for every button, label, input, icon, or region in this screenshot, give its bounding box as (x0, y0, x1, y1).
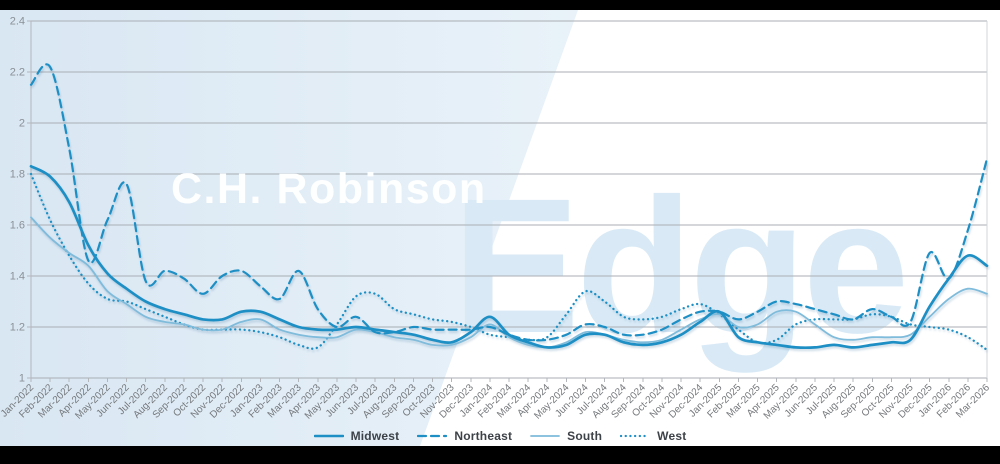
legend-item-south[interactable]: South (530, 429, 602, 443)
chart-legend: Midwest Northeast South West (0, 426, 1000, 446)
y-tick-label: 1 (19, 373, 25, 385)
legend-marker-solid (313, 434, 344, 438)
diagonal-background-shape (0, 10, 578, 446)
legend-label: South (567, 429, 603, 443)
y-tick-label: 1.6 (10, 220, 25, 232)
y-tick-label: 1.8 (10, 169, 25, 181)
legend-label: Midwest (350, 429, 400, 443)
series-line-midwest (29, 164, 989, 350)
y-tick-label: 2.4 (10, 16, 25, 28)
y-axis-labels: 1 1.2 1.4 1.6 1.8 2 2.2 2.4 (10, 16, 25, 385)
legend-label: West (657, 429, 687, 443)
series-layer (29, 63, 989, 352)
legend-item-midwest[interactable]: Midwest (313, 429, 400, 443)
series-line-northeast (29, 63, 989, 342)
legend-marker-dashed (417, 434, 448, 438)
y-tick-label: 2.2 (10, 67, 25, 79)
legend-item-west[interactable]: West (620, 429, 686, 443)
y-tick-label: 2 (19, 118, 25, 130)
legend-marker-solid (530, 435, 561, 437)
background-layer (0, 10, 578, 446)
legend-item-northeast[interactable]: Northeast (417, 429, 512, 443)
letterbox-bottom-bar (0, 446, 1000, 464)
brand-watermark: C.H. Robinson (171, 165, 487, 213)
y-tick-label: 1.4 (10, 271, 25, 283)
legend-marker-dotted (620, 434, 651, 438)
letterbox-top-bar (0, 0, 1000, 10)
grid-layer (27, 20, 988, 382)
series-line-south (30, 216, 988, 349)
legend-label: Northeast (454, 429, 513, 443)
y-tick-label: 1.2 (10, 322, 25, 334)
